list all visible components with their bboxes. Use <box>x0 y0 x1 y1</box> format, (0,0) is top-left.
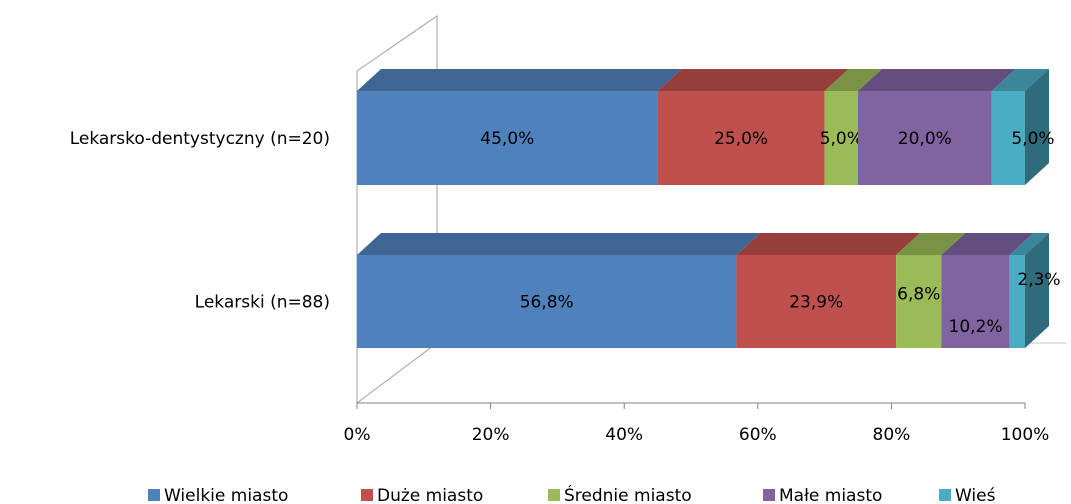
bar-segment: 2,3% <box>1009 233 1061 348</box>
bar-front-face <box>357 91 658 185</box>
legend-label: Średnie miasto <box>564 484 692 504</box>
legend-label: Wieś <box>955 486 996 504</box>
bar-front-face <box>1009 255 1025 348</box>
x-tick-label: 80% <box>873 425 911 445</box>
x-tick-label: 100% <box>1001 425 1050 445</box>
bar-top-face <box>1009 233 1049 255</box>
bars-group: 45,0% 25,0% 5,0% 20,0% 5,0% 56,8% 23,9% 6,8% 10,… <box>357 69 1061 348</box>
data-label: 6,8% <box>897 285 940 305</box>
bar-segment: 6,8% <box>896 233 966 348</box>
legend: Wielkie miasto Duże miasto Średnie miasto M… <box>148 484 996 504</box>
bar-segment: 5,0% <box>991 69 1055 185</box>
x-tick-label: 0% <box>344 425 371 445</box>
legend-swatch <box>763 489 775 501</box>
x-tick-label: 20% <box>472 425 510 445</box>
data-label: 56,8% <box>520 293 574 313</box>
legend-label: Wielkie miasto <box>164 486 288 504</box>
legend-swatch <box>148 489 160 501</box>
data-label: 5,0% <box>1011 129 1054 149</box>
bar-top-face <box>736 233 921 255</box>
bar-segment: 23,9% <box>736 233 921 348</box>
category-label: Lekarsko-dentystyczny (n=20) <box>70 129 330 149</box>
bar-top-face <box>991 69 1049 91</box>
x-tick-label: 40% <box>605 425 643 445</box>
bar-top-face <box>858 69 1016 91</box>
x-tick-label: 60% <box>739 425 777 445</box>
data-label: 10,2% <box>949 317 1003 337</box>
bar-side-face <box>1025 69 1049 185</box>
bar-segment: 25,0% <box>657 69 849 185</box>
data-label: 20,0% <box>898 129 952 149</box>
bar-side-face <box>1025 233 1049 348</box>
category-labels: Lekarsko-dentystyczny (n=20) Lekarski (n=… <box>70 129 330 313</box>
bar-front-face <box>657 91 825 185</box>
legend-label: Duże miasto <box>377 486 483 504</box>
bar-front-face <box>991 91 1025 185</box>
bar-segment: 5,0% <box>820 69 882 185</box>
legend-item: Duże miasto <box>361 486 483 504</box>
category-label: Lekarski (n=88) <box>195 293 330 313</box>
legend-item: Wieś <box>939 486 996 504</box>
legend-label: Małe miasto <box>779 486 882 504</box>
bar-segment: 56,8% <box>357 233 761 348</box>
legend-swatch <box>361 489 373 501</box>
bar-top-face <box>896 233 966 255</box>
data-label: 2,3% <box>1017 270 1060 290</box>
legend-swatch <box>939 489 951 501</box>
legend-item: Wielkie miasto <box>148 486 288 504</box>
bar-segment: 45,0% <box>357 69 682 185</box>
bar-front-face <box>941 255 1010 348</box>
data-label: 23,9% <box>789 293 843 313</box>
bar-top-face <box>941 233 1034 255</box>
legend-item: Średnie miasto <box>548 484 692 504</box>
x-axis: 0% 20% 40% 60% 80% 100% <box>344 402 1050 445</box>
bar-segment: 10,2% <box>941 233 1034 348</box>
bar-segment: 20,0% <box>858 69 1016 185</box>
bar-front-face <box>357 255 737 348</box>
bar-front-face <box>824 91 858 185</box>
bar-front-face <box>896 255 942 348</box>
legend-swatch <box>548 489 560 501</box>
data-label: 25,0% <box>714 129 768 149</box>
bar-top-face <box>824 69 882 91</box>
bar-front-face <box>858 91 992 185</box>
legend-item: Małe miasto <box>763 486 882 504</box>
bar-top-face <box>657 69 849 91</box>
bar-top-face <box>357 233 761 255</box>
bar-top-face <box>357 69 682 91</box>
data-label: 45,0% <box>480 129 534 149</box>
data-label: 5,0% <box>820 129 863 149</box>
bar-front-face <box>736 255 897 348</box>
